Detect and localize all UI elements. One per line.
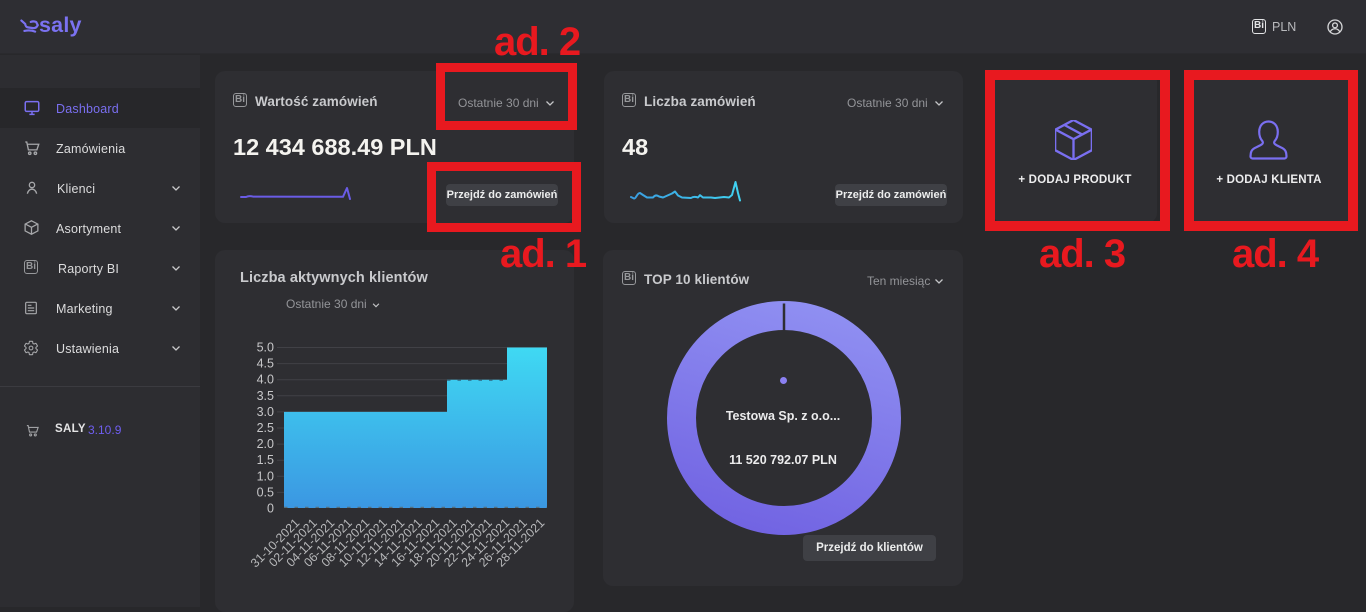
svg-text:1.5: 1.5 (257, 453, 274, 467)
svg-text:0: 0 (267, 502, 274, 516)
svg-text:2.5: 2.5 (257, 421, 274, 435)
svg-text:3.5: 3.5 (257, 389, 274, 403)
svg-text:3.0: 3.0 (257, 405, 274, 419)
svg-text:1.0: 1.0 (257, 469, 274, 483)
svg-text:0.5: 0.5 (257, 485, 274, 499)
svg-text:4.0: 4.0 (257, 373, 274, 387)
svg-text:5.0: 5.0 (257, 341, 274, 355)
svg-text:2.0: 2.0 (257, 437, 274, 451)
svg-text:4.5: 4.5 (257, 357, 274, 371)
